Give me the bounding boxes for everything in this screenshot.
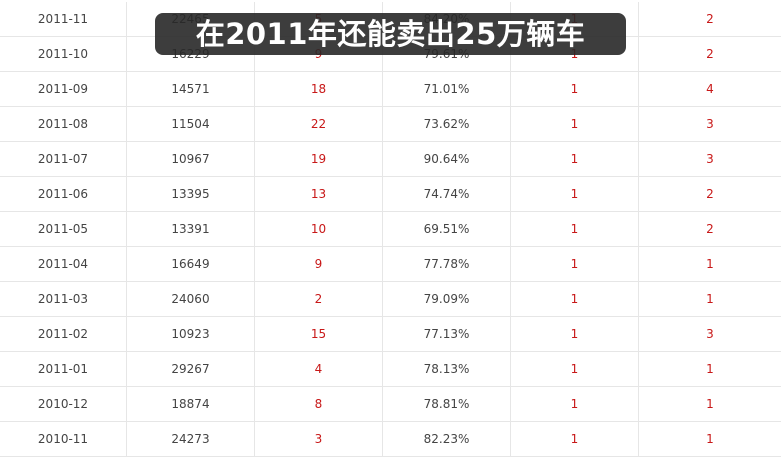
table-cell: 22 — [255, 107, 383, 142]
table-cell: 1 — [511, 282, 639, 317]
video-caption: 在2011年还能卖出25万辆车 — [155, 13, 626, 55]
table-cell: 13 — [255, 177, 383, 212]
table-cell: 1 — [639, 282, 781, 317]
table-cell: 1 — [639, 422, 781, 457]
table-cell: 2011-04 — [0, 247, 127, 282]
table-cell: 2011-10 — [0, 37, 127, 72]
table-cell: 11504 — [127, 107, 255, 142]
table-cell: 2011-03 — [0, 282, 127, 317]
table-cell: 18 — [255, 72, 383, 107]
table-cell: 2 — [639, 177, 781, 212]
table-cell: 3 — [639, 142, 781, 177]
table-cell: 4 — [639, 72, 781, 107]
table-cell: 13395 — [127, 177, 255, 212]
table-cell: 1 — [639, 247, 781, 282]
table-cell: 2010-11 — [0, 422, 127, 457]
table-cell: 10923 — [127, 317, 255, 352]
table-cell: 10 — [255, 212, 383, 247]
table-cell: 16649 — [127, 247, 255, 282]
table-cell: 69.51% — [383, 212, 511, 247]
table-cell: 4 — [255, 352, 383, 387]
table-cell: 2 — [639, 212, 781, 247]
table-cell: 82.23% — [383, 422, 511, 457]
table-cell: 8 — [255, 387, 383, 422]
table-cell: 2011-11 — [0, 2, 127, 37]
table-cell: 2011-09 — [0, 72, 127, 107]
table-cell: 2011-02 — [0, 317, 127, 352]
table-cell: 15 — [255, 317, 383, 352]
table-cell: 77.13% — [383, 317, 511, 352]
table-cell: 1 — [511, 72, 639, 107]
table-cell: 77.78% — [383, 247, 511, 282]
table-cell: 1 — [511, 317, 639, 352]
table-cell: 14571 — [127, 72, 255, 107]
table-cell: 78.13% — [383, 352, 511, 387]
table-cell: 3 — [639, 107, 781, 142]
table-cell: 79.09% — [383, 282, 511, 317]
table-cell: 2011-01 — [0, 352, 127, 387]
table-cell: 19 — [255, 142, 383, 177]
table-cell: 1 — [511, 107, 639, 142]
table-cell: 2010-12 — [0, 387, 127, 422]
table-cell: 1 — [511, 212, 639, 247]
table-cell: 24273 — [127, 422, 255, 457]
table-cell: 1 — [511, 142, 639, 177]
table-cell: 1 — [511, 352, 639, 387]
table-cell: 2011-07 — [0, 142, 127, 177]
table-cell: 2011-05 — [0, 212, 127, 247]
table-cell: 1 — [511, 422, 639, 457]
table-cell: 1 — [511, 247, 639, 282]
table-cell: 2 — [639, 2, 781, 37]
table-cell: 90.64% — [383, 142, 511, 177]
table-cell: 18874 — [127, 387, 255, 422]
table-cell: 1 — [639, 387, 781, 422]
table-cell: 10967 — [127, 142, 255, 177]
table-cell: 3 — [255, 422, 383, 457]
table-cell: 2011-08 — [0, 107, 127, 142]
table-cell: 74.74% — [383, 177, 511, 212]
table-cell: 29267 — [127, 352, 255, 387]
table-cell: 78.81% — [383, 387, 511, 422]
table-cell: 1 — [511, 177, 639, 212]
table-cell: 1 — [639, 352, 781, 387]
table-cell: 24060 — [127, 282, 255, 317]
table-cell: 2 — [255, 282, 383, 317]
table-cell: 3 — [639, 317, 781, 352]
table-cell: 73.62% — [383, 107, 511, 142]
table-cell: 2011-06 — [0, 177, 127, 212]
table-cell: 1 — [511, 387, 639, 422]
table-cell: 71.01% — [383, 72, 511, 107]
table-cell: 13391 — [127, 212, 255, 247]
table-cell: 9 — [255, 247, 383, 282]
table-cell: 2 — [639, 37, 781, 72]
